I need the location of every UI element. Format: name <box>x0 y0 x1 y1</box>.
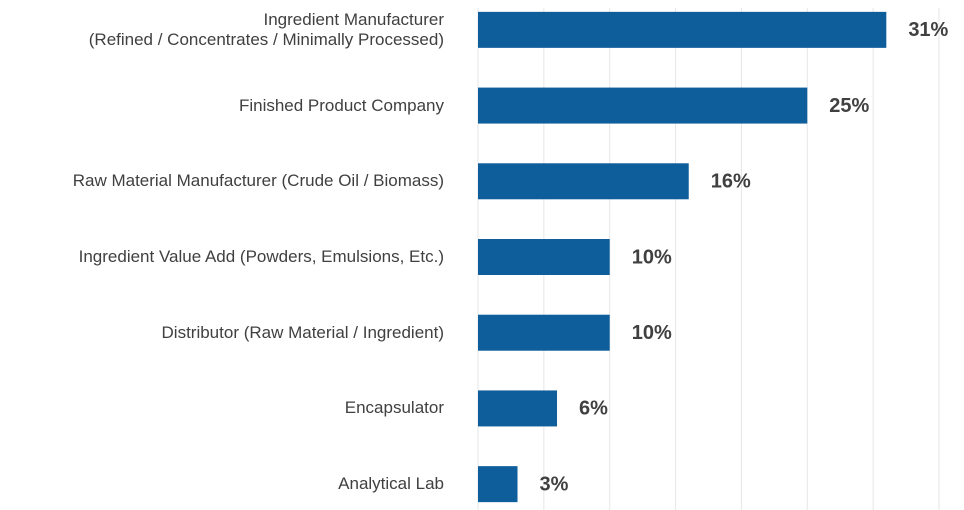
value-label: 16% <box>711 171 751 193</box>
bar <box>478 11 887 48</box>
category-label: Analytical Lab <box>338 474 444 494</box>
bar <box>478 163 689 200</box>
category-label: Encapsulator <box>344 398 444 418</box>
value-label: 31% <box>908 19 948 41</box>
value-label: 10% <box>632 246 672 268</box>
category-label: Finished Product Company <box>238 95 444 115</box>
category-label: Distributor (Raw Material / Ingredient) <box>161 322 444 342</box>
bar <box>478 466 518 503</box>
bar <box>478 87 808 124</box>
value-label: 3% <box>540 473 569 495</box>
value-label: 6% <box>579 398 608 420</box>
value-label: 25% <box>829 95 869 117</box>
category-label: Ingredient Manufacturer (Refined / Conce… <box>88 9 444 49</box>
value-label: 10% <box>632 322 672 344</box>
bar <box>478 239 610 275</box>
category-label: Raw Material Manufacturer (Crude Oil / B… <box>72 171 444 191</box>
category-label: Ingredient Value Add (Powders, Emulsions… <box>78 247 444 266</box>
bar <box>478 314 610 351</box>
bar <box>478 390 558 427</box>
